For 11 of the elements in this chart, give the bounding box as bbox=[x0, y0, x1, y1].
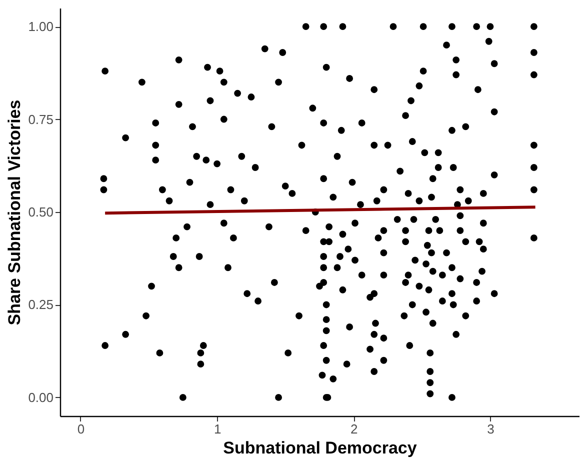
y-tick-label: 1.00 bbox=[28, 19, 54, 34]
y-tick-label: 0.25 bbox=[28, 297, 54, 312]
x-tick-label: 3 bbox=[487, 422, 494, 436]
y-tick-label: 0.50 bbox=[28, 204, 54, 220]
x-axis-title: Subnational Democracy bbox=[223, 438, 418, 458]
y-tick-label: 0.00 bbox=[28, 390, 54, 405]
x-tick-label: 0 bbox=[77, 422, 85, 436]
x-tick-label: 2 bbox=[350, 422, 358, 436]
x-tick-label: 1 bbox=[214, 422, 222, 436]
y-axis-title: Share Subnational Victories bbox=[5, 100, 24, 326]
y-tick-label: 0.75 bbox=[28, 112, 54, 127]
